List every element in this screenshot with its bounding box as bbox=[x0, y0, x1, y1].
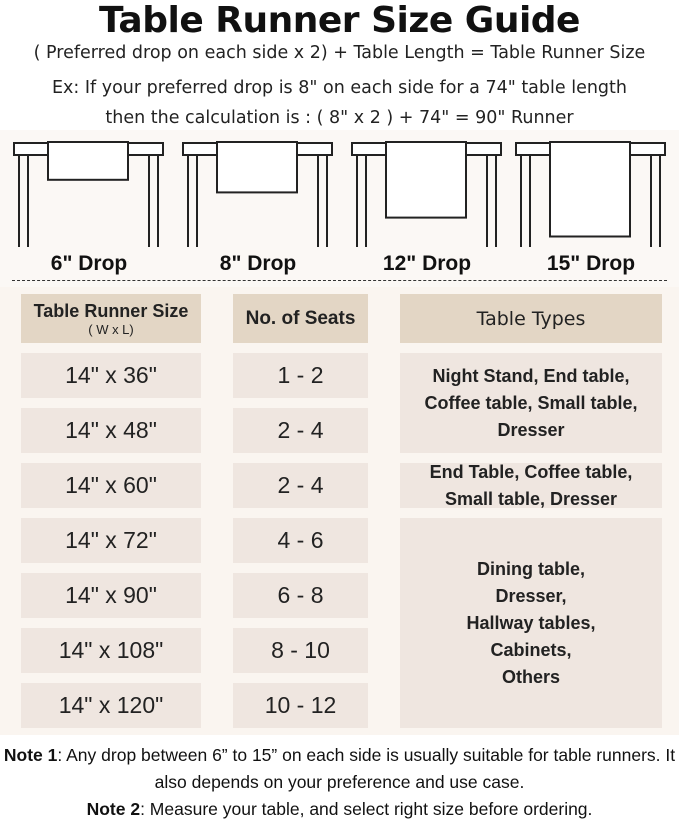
table-row-seats: 10 - 12 bbox=[233, 683, 368, 728]
note-1-label: Note 1 bbox=[3, 745, 58, 765]
table-types-large: Dining table, Dresser, Hallway tables, C… bbox=[400, 518, 662, 728]
drop-label: 15" Drop bbox=[546, 252, 636, 275]
table-row-size: 14" x 108" bbox=[21, 628, 201, 673]
header-seats: No. of Seats bbox=[233, 294, 368, 343]
header-size-sub: ( W x L) bbox=[88, 321, 134, 337]
note-1: Note 1: Any drop between 6” to 15” on ea… bbox=[0, 742, 679, 796]
dashed-divider bbox=[12, 280, 667, 281]
table-row-size: 14" x 48" bbox=[21, 408, 201, 453]
note-2-label: Note 2 bbox=[86, 799, 141, 819]
note-2-text: : Measure your table, and select right s… bbox=[140, 799, 593, 819]
note-2: Note 2: Measure your table, and select r… bbox=[0, 796, 679, 823]
table-row-size: 14" x 72" bbox=[21, 518, 201, 563]
drop-label: 12" Drop bbox=[382, 252, 472, 275]
table-row-seats: 2 - 4 bbox=[233, 408, 368, 453]
drop-diagram-illustration bbox=[13, 141, 666, 247]
note-1-text: : Any drop between 6” to 15” on each sid… bbox=[57, 745, 676, 792]
table-types-medium: End Table, Coffee table, Small table, Dr… bbox=[400, 462, 662, 509]
table-runner bbox=[549, 141, 631, 238]
header-size-label: Table Runner Size bbox=[33, 300, 189, 321]
table-row-size: 14" x 36" bbox=[21, 353, 201, 398]
header-size: Table Runner Size ( W x L) bbox=[21, 294, 201, 343]
table-runner bbox=[385, 141, 467, 219]
table-row-seats: 8 - 10 bbox=[233, 628, 368, 673]
table-runner bbox=[216, 141, 298, 194]
drop-label: 8" Drop bbox=[219, 252, 297, 275]
table-row-seats: 2 - 4 bbox=[233, 463, 368, 508]
table-row-size: 14" x 60" bbox=[21, 463, 201, 508]
table-row-size: 14" x 120" bbox=[21, 683, 201, 728]
table-row-seats: 4 - 6 bbox=[233, 518, 368, 563]
table-row-size: 14" x 90" bbox=[21, 573, 201, 618]
formula-text: ( Preferred drop on each side x 2) + Tab… bbox=[33, 43, 646, 63]
header-types: Table Types bbox=[400, 294, 662, 343]
page-title: Table Runner Size Guide bbox=[99, 0, 580, 41]
drop-label: 6" Drop bbox=[50, 252, 128, 275]
table-types-small: Night Stand, End table, Coffee table, Sm… bbox=[400, 353, 662, 453]
example-line-1: Ex: If your preferred drop is 8" on each… bbox=[51, 78, 627, 98]
table-runner bbox=[47, 141, 129, 181]
table-row-seats: 6 - 8 bbox=[233, 573, 368, 618]
example-line-2: then the calculation is : ( 8" x 2 ) + 7… bbox=[105, 108, 574, 128]
notes: Note 1: Any drop between 6” to 15” on ea… bbox=[0, 742, 679, 823]
table-row-seats: 1 - 2 bbox=[233, 353, 368, 398]
